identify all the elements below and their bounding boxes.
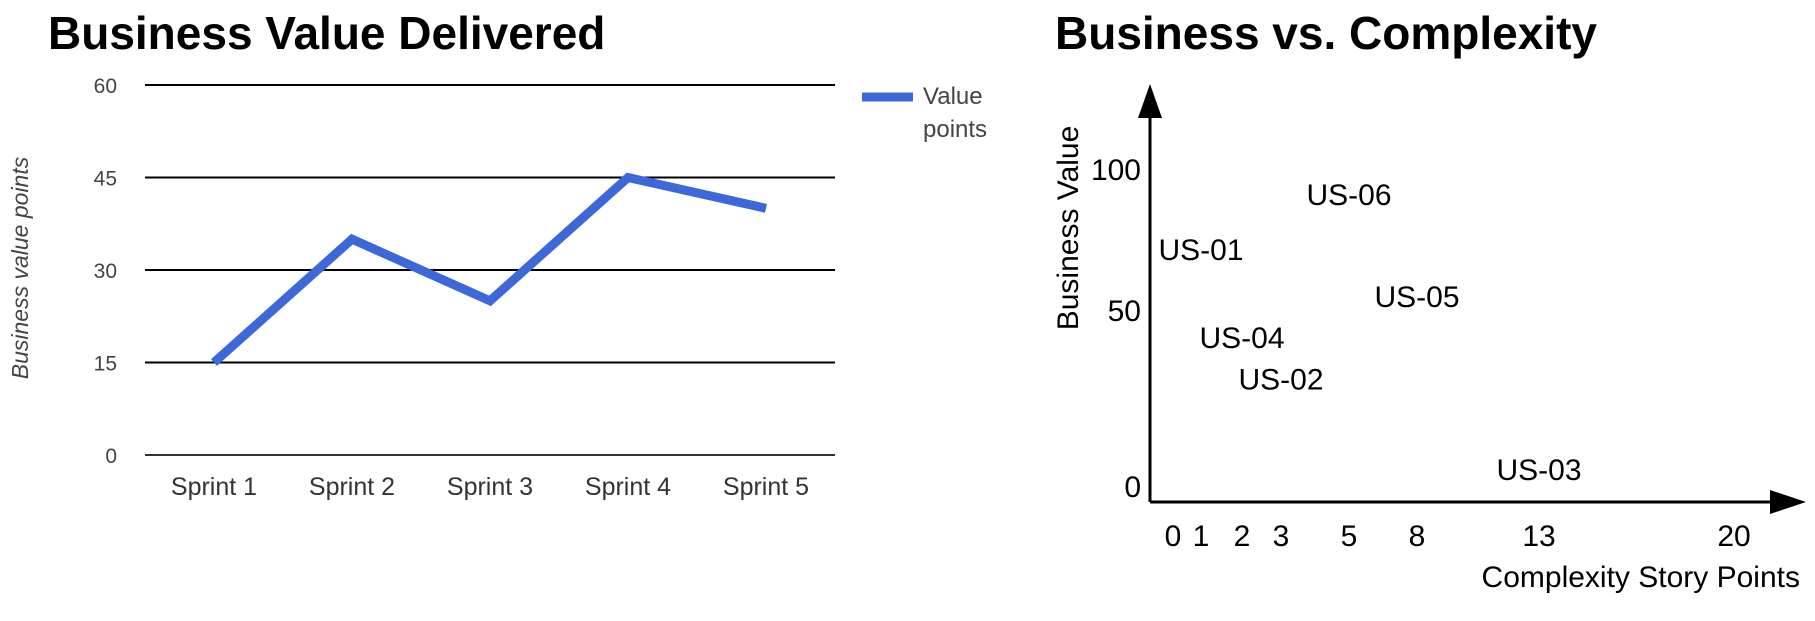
x-tick-label: Sprint 2 — [309, 473, 395, 501]
y-tick-label: 15 — [94, 353, 117, 376]
y-tick-label: 50 — [1108, 295, 1141, 328]
y-axis-arrow — [1138, 84, 1162, 118]
point-labels: US-01 US-02 US-03 US-04 US-05 US-06 — [1158, 179, 1581, 487]
y-tick-labels: 0 15 30 45 60 — [94, 75, 117, 468]
point-label-us-03: US-03 — [1496, 454, 1581, 487]
y-tick-label: 100 — [1091, 154, 1141, 187]
point-label-us-02: US-02 — [1238, 363, 1323, 396]
x-tick-label: Sprint 1 — [171, 473, 257, 501]
series-line — [211, 172, 767, 366]
x-tick-label: 1 — [1193, 520, 1210, 553]
x-tick-label: 20 — [1717, 520, 1750, 553]
y-tick-label: 0 — [105, 445, 117, 468]
point-label-us-01: US-01 — [1158, 234, 1243, 267]
y-tick-labels: 0 50 100 — [1091, 154, 1141, 504]
y-tick-label: 60 — [94, 75, 117, 98]
x-tick-label: Sprint 5 — [723, 473, 809, 501]
x-tick-label: 5 — [1341, 520, 1358, 553]
x-tick-label: 13 — [1522, 520, 1555, 553]
legend: Value points — [862, 83, 987, 143]
x-tick-label: 0 — [1165, 520, 1182, 553]
y-tick-label: 45 — [94, 168, 117, 191]
x-tick-label: 8 — [1409, 520, 1426, 553]
point-label-us-04: US-04 — [1199, 322, 1284, 355]
x-tick-labels: Sprint 1 Sprint 2 Sprint 3 Sprint 4 Sprint 5 — [171, 473, 809, 501]
x-axis-label: Complexity Story Points — [1482, 561, 1800, 594]
point-label-us-06: US-06 — [1306, 179, 1391, 212]
chart-title-business-value-delivered: Business Value Delivered — [48, 7, 606, 59]
y-axis-label: Business value points — [7, 156, 33, 379]
x-tick-label: Sprint 3 — [447, 473, 533, 501]
x-axis-arrow — [1770, 490, 1806, 514]
x-tick-label: 2 — [1234, 520, 1251, 553]
x-tick-label: 3 — [1273, 520, 1290, 553]
y-axis-label: Business Value — [1052, 126, 1085, 331]
point-label-us-05: US-05 — [1374, 281, 1459, 314]
y-tick-label: 30 — [94, 260, 117, 283]
chart-title-business-vs-complexity: Business vs. Complexity — [1055, 7, 1597, 59]
series-lines — [211, 172, 767, 366]
axes — [1138, 84, 1806, 514]
x-tick-labels: 0 1 2 3 5 8 13 20 — [1165, 520, 1751, 553]
legend-label: Value points — [923, 83, 987, 143]
gridlines — [145, 84, 835, 456]
y-tick-label: 0 — [1124, 471, 1141, 504]
x-tick-label: Sprint 4 — [585, 473, 671, 501]
